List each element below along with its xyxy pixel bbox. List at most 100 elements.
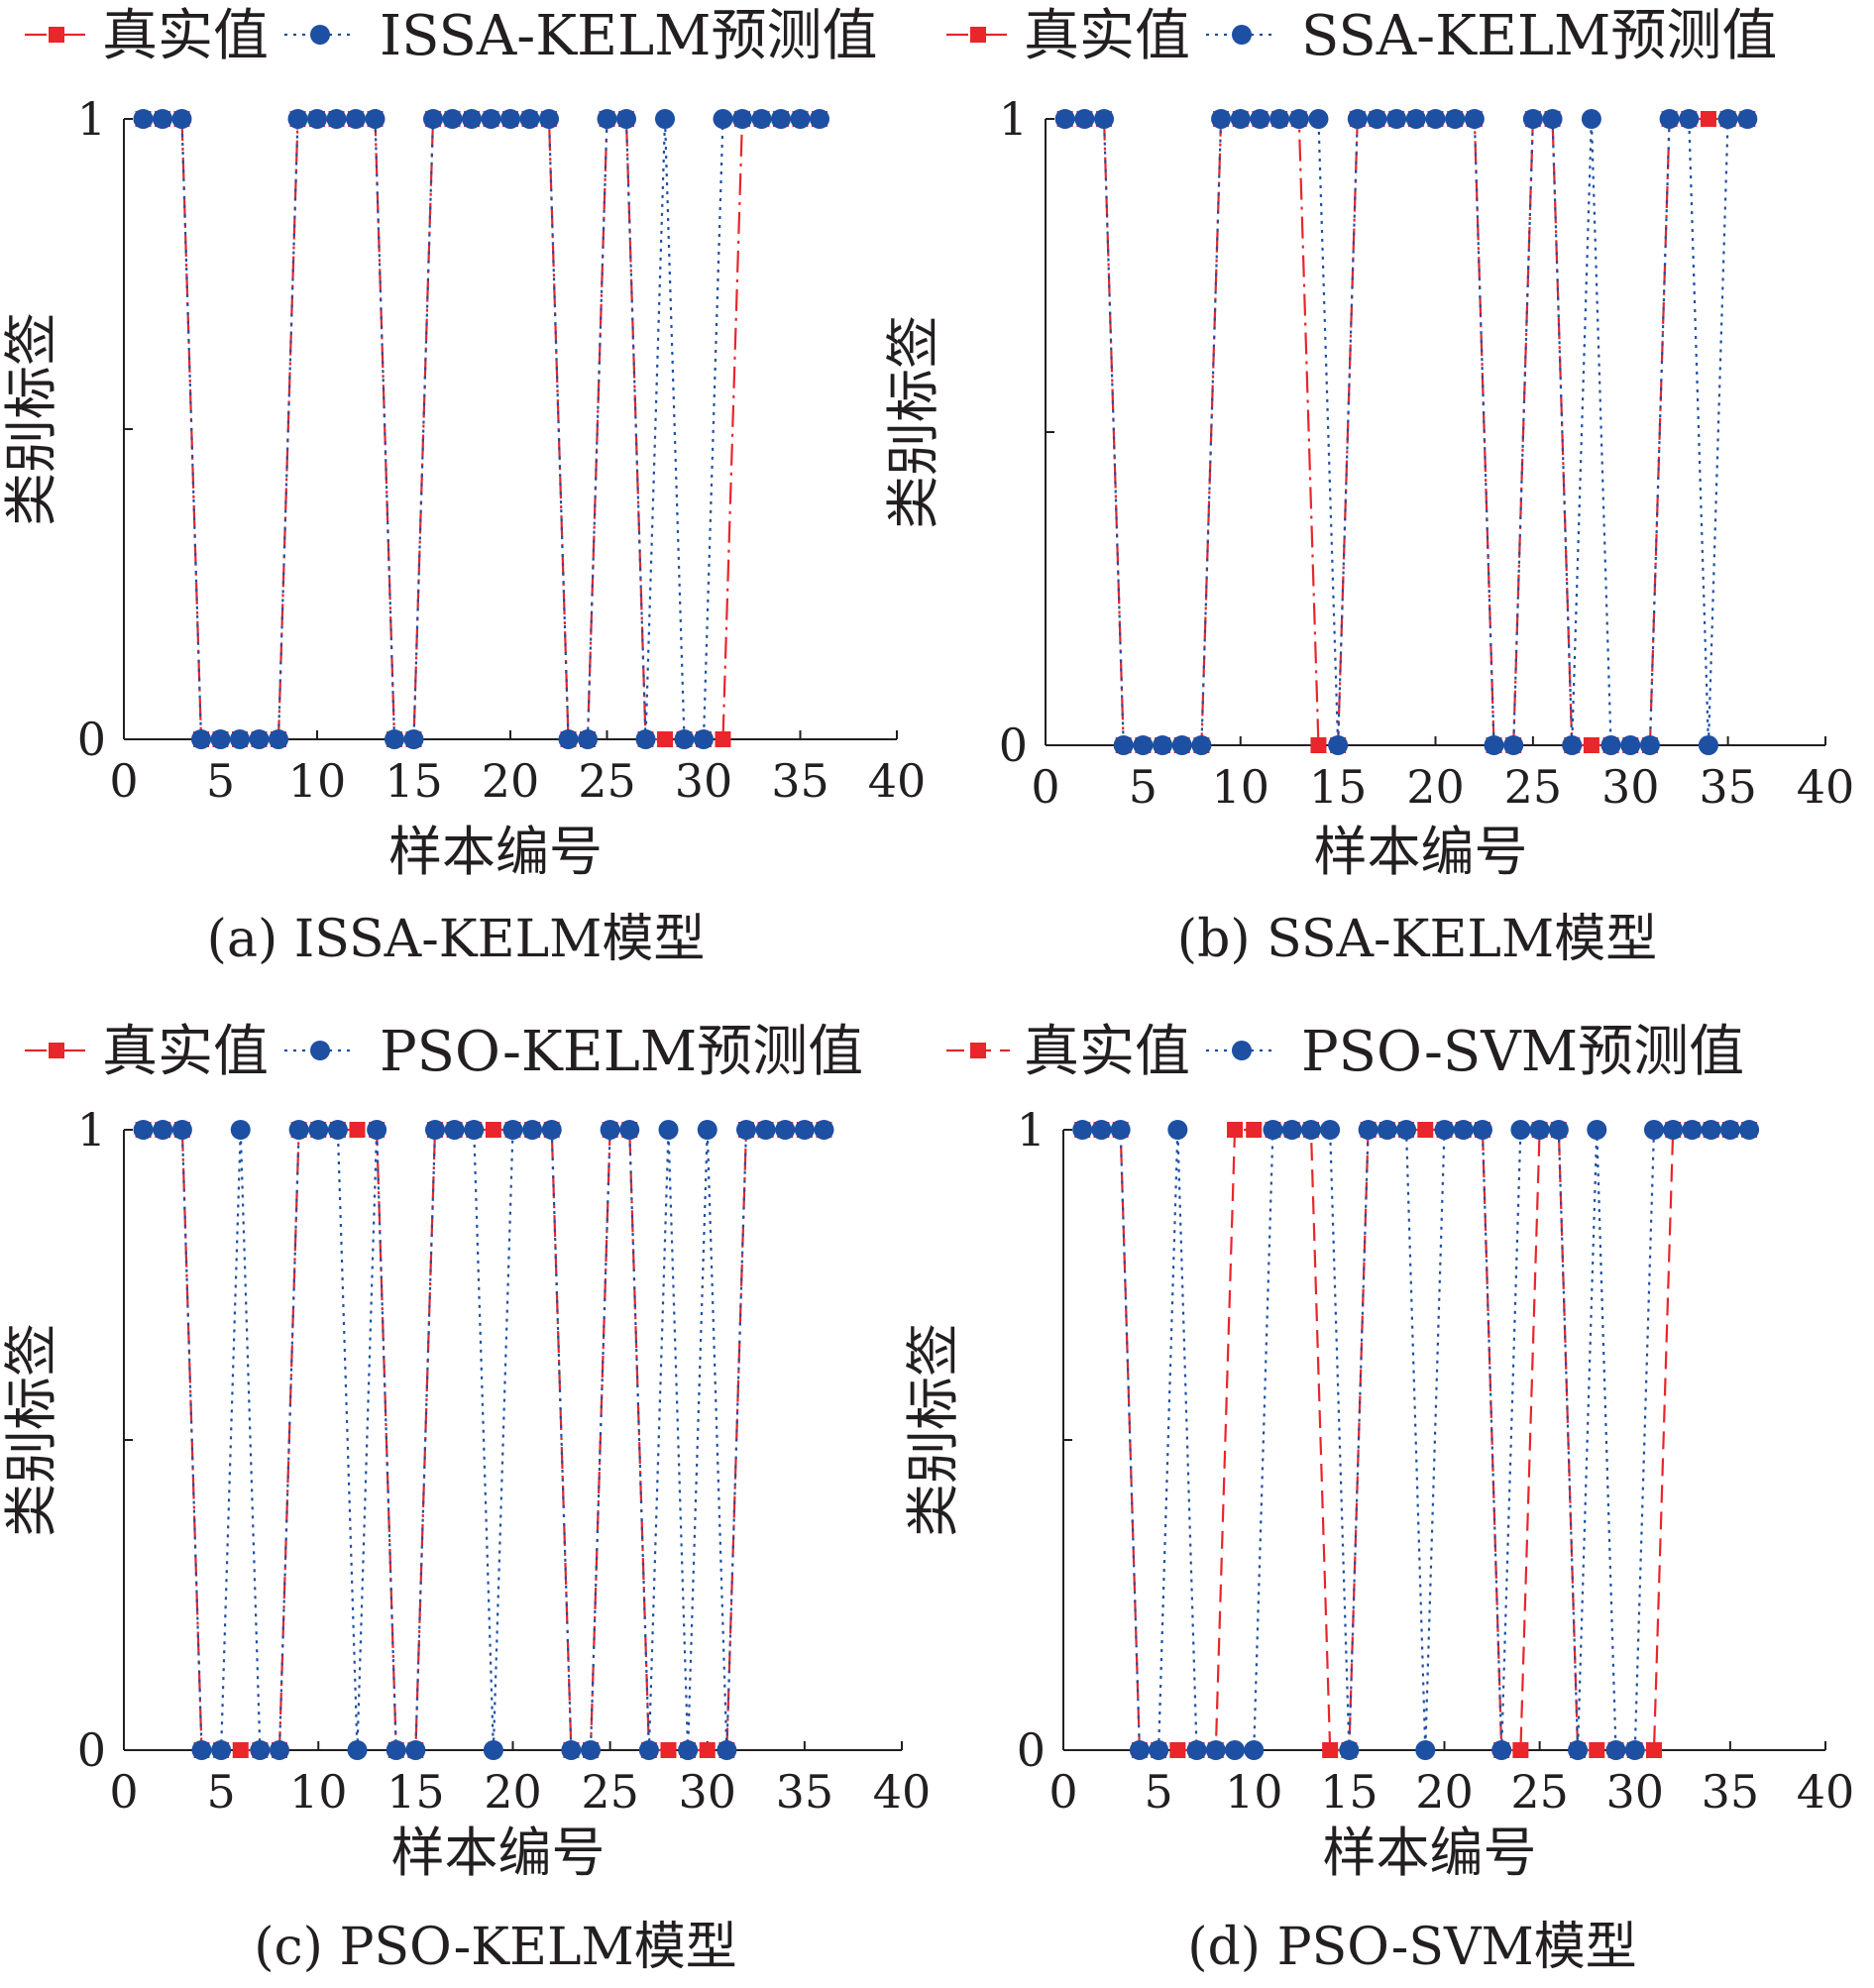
- legend-label-pred: ISSA-KELM预测值: [380, 4, 877, 68]
- pred-point: [1288, 109, 1309, 129]
- pred-point: [1568, 1740, 1589, 1760]
- true-point: [1246, 1122, 1263, 1138]
- x-tick-label: 35: [771, 754, 829, 808]
- x-tick-label: 5: [1144, 1765, 1172, 1819]
- pred-point: [423, 109, 443, 129]
- pred-point: [1510, 1120, 1531, 1140]
- legend-label-true: 真实值: [102, 4, 269, 68]
- pred-point: [541, 1120, 562, 1140]
- y-tick-label: 0: [77, 713, 106, 766]
- x-axis-title: 样本编号: [391, 1822, 606, 1884]
- pred-point: [405, 1740, 426, 1760]
- pred-point: [1386, 109, 1407, 129]
- chart-panel-3: 0 5 10 15 20 25 30 35 40 0 1 样本编号 类别标签 (d) PSO-SVM模型 真…: [902, 1020, 1854, 1977]
- y-tick-label: 1: [77, 1103, 106, 1157]
- pred-point: [1308, 109, 1329, 129]
- pred-point: [1171, 735, 1192, 755]
- x-tick-label: 5: [206, 754, 235, 808]
- pred-point: [1529, 1120, 1550, 1140]
- chart-panel-2: 0 5 10 15 20 25 30 35 40 0 1 样本编号 类别标签 (c) PSO-KELM模型…: [0, 1020, 931, 1977]
- pred-point: [1445, 109, 1466, 129]
- pred-point: [191, 729, 211, 749]
- true-point: [1645, 1742, 1662, 1758]
- true-point: [660, 1742, 677, 1758]
- x-tick-label: 20: [1415, 1765, 1474, 1819]
- pred-point: [1153, 735, 1173, 755]
- pred-point: [385, 729, 404, 749]
- x-tick-label: 20: [482, 754, 540, 808]
- pred-point: [211, 1740, 232, 1760]
- pred-point: [1269, 109, 1290, 129]
- pred-point: [732, 109, 752, 129]
- pred-point: [1701, 1120, 1721, 1140]
- pred-point: [347, 1740, 368, 1760]
- pred-point: [153, 109, 172, 129]
- pred-point: [1225, 1740, 1246, 1760]
- pred-point: [250, 1740, 271, 1760]
- x-tick-label: 15: [1320, 1765, 1378, 1819]
- pred-point: [307, 109, 327, 129]
- pred-point: [1698, 735, 1718, 755]
- series-line-pred: [143, 1128, 825, 1752]
- chart-caption: (d) PSO-SVM模型: [1187, 1918, 1637, 1977]
- pred-point: [1522, 109, 1543, 129]
- true-point: [1417, 1122, 1434, 1138]
- legend-label-true: 真实值: [1024, 1020, 1190, 1084]
- y-axis-title: 类别标签: [902, 1323, 964, 1537]
- x-tick-label: 35: [1699, 760, 1757, 814]
- pred-point: [1562, 735, 1583, 755]
- x-tick-label: 35: [1702, 1765, 1760, 1819]
- x-tick-label: 30: [1601, 760, 1660, 814]
- pred-point: [1211, 109, 1232, 129]
- pred-point: [230, 1120, 251, 1140]
- x-axis-title: 样本编号: [388, 821, 603, 883]
- series-line-true: [1082, 1128, 1750, 1752]
- chart-panel-1: 0 5 10 15 20 25 30 35 40 0 1 样本编号 类别标签 (b) SSA-KELM模型…: [882, 4, 1854, 969]
- y-tick-label: 1: [999, 92, 1028, 146]
- x-tick-label: 0: [109, 754, 138, 808]
- pred-point: [1639, 735, 1660, 755]
- pred-point: [1719, 1120, 1740, 1140]
- pred-point: [249, 729, 270, 749]
- pred-point: [810, 109, 829, 129]
- legend: 真实值 PSO-KELM预测值: [25, 1020, 863, 1084]
- pred-point: [1548, 1120, 1569, 1140]
- pred-point: [287, 109, 308, 129]
- pred-point: [1110, 1120, 1131, 1140]
- true-point: [1700, 111, 1716, 127]
- pred-point: [1396, 1120, 1417, 1140]
- y-tick-label: 0: [77, 1723, 106, 1777]
- pred-point: [1230, 109, 1251, 129]
- true-point: [1322, 1742, 1339, 1758]
- pred-point: [794, 1120, 815, 1140]
- x-axis-title: 样本编号: [1323, 1822, 1537, 1884]
- pred-point: [1094, 109, 1115, 129]
- pred-point: [210, 729, 231, 749]
- pred-point: [365, 109, 386, 129]
- x-tick-label: 10: [288, 754, 347, 808]
- legend-label-pred: SSA-KELM预测值: [1301, 4, 1777, 68]
- legend-label-pred: PSO-SVM预测值: [1301, 1020, 1744, 1084]
- pred-point: [522, 1120, 543, 1140]
- pred-point: [1620, 735, 1641, 755]
- pred-point: [1320, 1120, 1341, 1140]
- pred-point: [1186, 1740, 1207, 1760]
- true-point: [232, 1742, 249, 1758]
- x-tick-label: 25: [578, 754, 636, 808]
- pred-point: [1347, 109, 1368, 129]
- true-point: [1583, 737, 1599, 753]
- pred-point: [153, 1120, 173, 1140]
- x-tick-label: 40: [1797, 760, 1855, 814]
- legend: 真实值 SSA-KELM预测值: [946, 4, 1777, 68]
- pred-point: [558, 729, 579, 749]
- pred-point: [502, 1120, 523, 1140]
- legend-marker-pred: [1232, 1041, 1252, 1060]
- pred-point: [1737, 109, 1758, 129]
- pred-point: [655, 109, 675, 129]
- pred-point: [697, 1120, 717, 1140]
- pred-point: [1717, 109, 1738, 129]
- legend: 真实值 PSO-SVM预测值: [946, 1020, 1744, 1084]
- chart-caption: (a) ISSA-KELM模型: [207, 910, 706, 969]
- pred-point: [581, 1740, 601, 1760]
- pred-point: [600, 1120, 620, 1140]
